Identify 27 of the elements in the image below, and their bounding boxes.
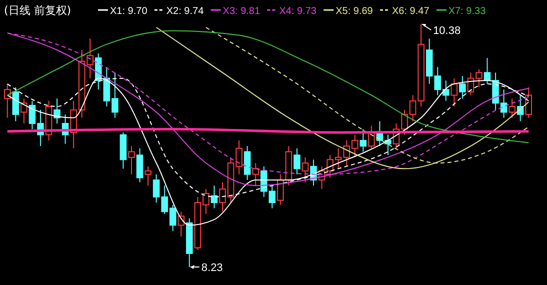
chart-title: (日线 前复权) <box>4 4 72 17</box>
legend-label: X7: 9.33 <box>448 6 486 17</box>
candlestick <box>4 83 11 118</box>
legend-label: X5: 9.69 <box>336 6 374 17</box>
candlestick <box>178 211 185 237</box>
candlestick <box>508 98 516 118</box>
annotation: 10.38 <box>433 25 461 37</box>
annotation: 8.23 <box>201 262 223 274</box>
candlestick <box>459 75 466 100</box>
candlestick <box>144 166 152 186</box>
candlestick <box>20 98 28 124</box>
candlestick <box>54 98 60 124</box>
candlestick <box>360 128 367 152</box>
candlestick <box>128 146 135 175</box>
candlestick <box>277 174 284 206</box>
legend-label: X1: 9.70 <box>110 6 148 17</box>
candlestick <box>252 162 259 186</box>
candlestick <box>302 156 309 183</box>
candlestick <box>294 148 300 175</box>
candlestick <box>244 146 251 180</box>
legend-label: X6: 9.47 <box>392 6 430 17</box>
legend-label: X2: 9.74 <box>166 6 204 17</box>
candlestick <box>12 86 20 122</box>
legend-label: X4: 9.73 <box>279 6 317 17</box>
legend-label: X3: 9.81 <box>222 6 260 17</box>
candlestick <box>136 148 144 183</box>
candlestick <box>525 86 532 118</box>
